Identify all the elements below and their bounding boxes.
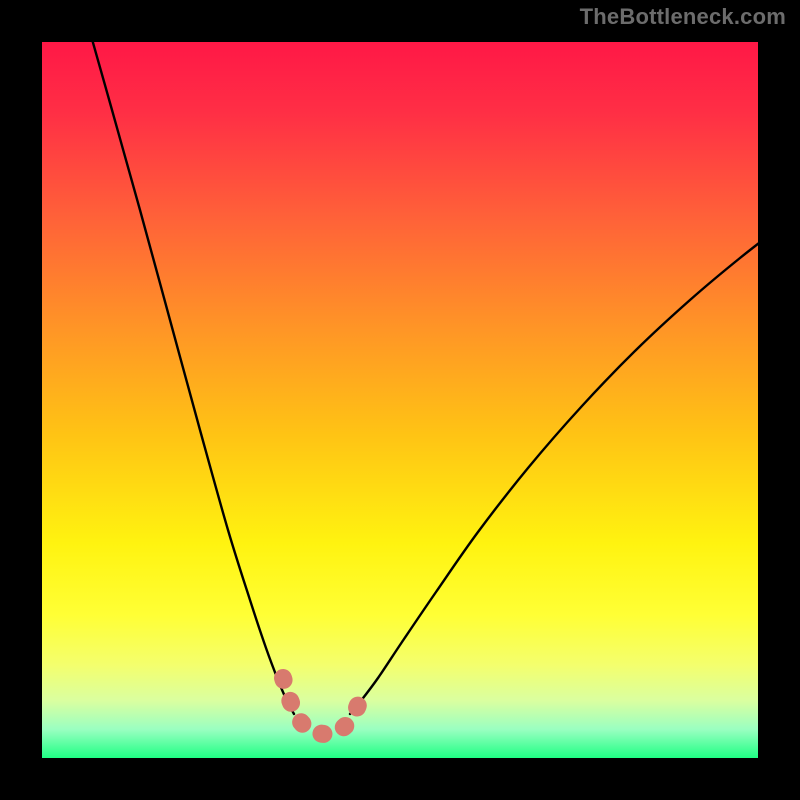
bottleneck-chart-svg	[0, 0, 800, 800]
gradient-plot-area	[42, 42, 758, 758]
watermark-text: TheBottleneck.com	[580, 4, 786, 30]
chart-stage: TheBottleneck.com	[0, 0, 800, 800]
